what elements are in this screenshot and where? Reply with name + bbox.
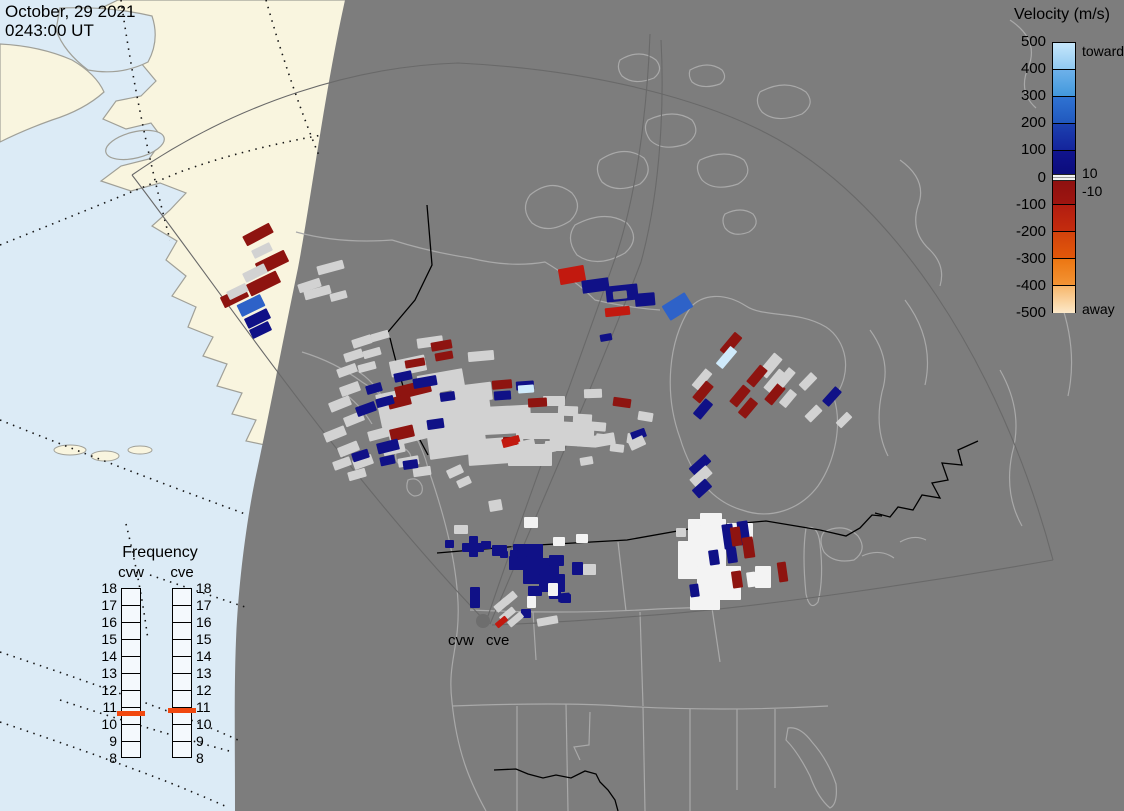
frequency-title: Frequency bbox=[122, 544, 198, 561]
frequency-scale-cell bbox=[173, 691, 191, 708]
night-terminator-shade bbox=[234, 0, 1124, 811]
frequency-marker-cvw bbox=[117, 710, 145, 716]
frequency-scale-cell bbox=[173, 606, 191, 623]
velocity-tick-label: -400 bbox=[1015, 276, 1046, 294]
zero-velocity-band bbox=[1053, 174, 1075, 181]
frequency-scale-cell bbox=[173, 589, 191, 606]
frequency-scale-cell bbox=[122, 606, 140, 623]
frequency-tick-label: 16 bbox=[101, 614, 117, 630]
site-label-cvw: cvw bbox=[448, 632, 474, 649]
timestamp: October, 29 2021 0243:00 UT bbox=[5, 2, 135, 40]
site-label-cve: cve bbox=[486, 632, 510, 649]
frequency-tick-label: 11 bbox=[102, 699, 117, 715]
velocity-color-segment bbox=[1053, 97, 1075, 124]
frequency-scale-cell bbox=[122, 674, 140, 691]
frequency-tick-label: 15 bbox=[196, 631, 212, 647]
velocity-color-segment bbox=[1053, 124, 1075, 151]
frequency-tick-label: 10 bbox=[196, 716, 212, 732]
frequency-marker-cve bbox=[168, 707, 196, 713]
frequency-tick-label: 9 bbox=[196, 733, 204, 749]
frequency-scale-cell bbox=[173, 708, 191, 725]
velocity-tick-label: 400 bbox=[1020, 60, 1046, 78]
frequency-tick-label: 18 bbox=[101, 580, 117, 596]
neg-threshold-label: -10 bbox=[1082, 183, 1103, 199]
frequency-tick-label: 14 bbox=[196, 648, 212, 664]
frequency-scale-cell bbox=[173, 742, 191, 759]
frequency-scale-cell bbox=[122, 742, 140, 759]
frequency-tick-label: 14 bbox=[101, 648, 117, 664]
frequency-tick-label: 11 bbox=[196, 699, 211, 715]
date-text: October, 29 2021 bbox=[5, 2, 136, 21]
frequency-scale-cell bbox=[122, 657, 140, 674]
frequency-tick-label: 10 bbox=[101, 716, 117, 732]
frequency-scale-cell bbox=[173, 725, 191, 742]
radar-site-marker bbox=[476, 614, 490, 628]
frequency-scale-cell bbox=[122, 623, 140, 640]
frequency-scale-cell bbox=[122, 589, 140, 606]
away-label: away bbox=[1082, 301, 1115, 317]
frequency-scale-cell bbox=[173, 640, 191, 657]
velocity-tick-label: 200 bbox=[1020, 114, 1046, 132]
velocity-tick-label: 500 bbox=[1020, 33, 1046, 50]
frequency-tick-label: 17 bbox=[101, 597, 117, 613]
velocity-color-segment bbox=[1053, 259, 1075, 286]
frequency-scale-cell bbox=[173, 674, 191, 691]
velocity-tick-label: -500 bbox=[1015, 304, 1046, 321]
frequency-scale-cve bbox=[172, 588, 192, 758]
frequency-tick-label: 8 bbox=[196, 750, 204, 766]
frequency-scale-cell bbox=[173, 657, 191, 674]
frequency-scale-cvw bbox=[121, 588, 141, 758]
toward-label: toward bbox=[1082, 43, 1124, 59]
velocity-tick-label: -100 bbox=[1015, 195, 1046, 213]
velocity-tick-label: -200 bbox=[1015, 222, 1046, 240]
time-text: 0243:00 UT bbox=[5, 21, 94, 40]
frequency-tick-label: 13 bbox=[196, 665, 212, 681]
frequency-tick-label: 16 bbox=[196, 614, 212, 630]
velocity-legend-title: Velocity (m/s) bbox=[1013, 6, 1110, 23]
frequency-tick-label: 12 bbox=[196, 682, 212, 698]
frequency-tick-label: 17 bbox=[196, 597, 212, 613]
frequency-tick-label: 18 bbox=[196, 580, 212, 596]
velocity-colorbar bbox=[1052, 42, 1076, 313]
frequency-column-header-cve: cve bbox=[170, 564, 194, 581]
velocity-tick-label: 0 bbox=[1037, 168, 1046, 186]
velocity-color-segment bbox=[1053, 70, 1075, 97]
frequency-scale-cell bbox=[122, 725, 140, 742]
velocity-tick-label: 300 bbox=[1020, 87, 1046, 105]
frequency-scale-cell bbox=[122, 691, 140, 708]
frequency-scale-cell bbox=[173, 623, 191, 640]
frequency-tick-label: 9 bbox=[109, 733, 117, 749]
frequency-tick-label: 8 bbox=[109, 750, 117, 766]
frequency-column-header-cvw: cvw bbox=[118, 564, 144, 581]
velocity-color-segment bbox=[1053, 205, 1075, 232]
velocity-color-segment bbox=[1053, 43, 1075, 70]
frequency-scale-cell bbox=[122, 640, 140, 657]
frequency-tick-label: 13 bbox=[101, 665, 117, 681]
velocity-tick-label: -300 bbox=[1015, 249, 1046, 267]
pos-threshold-label: 10 bbox=[1082, 165, 1098, 181]
velocity-color-segment bbox=[1053, 178, 1075, 205]
velocity-color-segment bbox=[1053, 286, 1075, 313]
frequency-tick-label: 12 bbox=[101, 682, 117, 698]
velocity-color-segment bbox=[1053, 232, 1075, 259]
frequency-scale-cell bbox=[122, 708, 140, 725]
frequency-tick-label: 15 bbox=[101, 631, 117, 647]
graticule-dotted-lines bbox=[0, 0, 323, 807]
velocity-tick-label: 100 bbox=[1020, 141, 1046, 159]
